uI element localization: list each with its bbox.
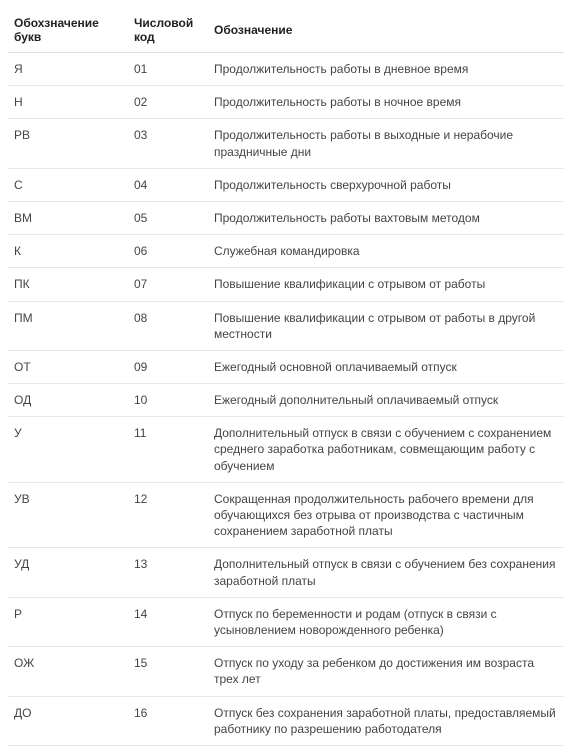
cell-code: 11 bbox=[128, 417, 208, 483]
cell-code: 12 bbox=[128, 482, 208, 548]
cell-code: 03 bbox=[128, 119, 208, 168]
table-row: ДО16Отпуск без сохранения заработной пла… bbox=[8, 696, 564, 745]
cell-letter: ОЖ bbox=[8, 647, 128, 696]
cell-desc: Служебная командировка bbox=[208, 235, 564, 268]
cell-desc: Сокращенная продолжительность рабочего в… bbox=[208, 482, 564, 548]
table-row: Я01Продолжительность работы в дневное вр… bbox=[8, 53, 564, 86]
cell-desc: Ежегодный дополнительный оплачиваемый от… bbox=[208, 384, 564, 417]
table-body: Я01Продолжительность работы в дневное вр… bbox=[8, 53, 564, 746]
cell-letter: Н bbox=[8, 86, 128, 119]
cell-code: 16 bbox=[128, 696, 208, 745]
cell-letter: Р bbox=[8, 597, 128, 646]
table-row: К06Служебная командировка bbox=[8, 235, 564, 268]
cell-desc: Дополнительный отпуск в связи с обучение… bbox=[208, 417, 564, 483]
table-row: ПМ08Повышение квалификации с отрывом от … bbox=[8, 301, 564, 350]
cell-desc: Повышение квалификации с отрывом от рабо… bbox=[208, 301, 564, 350]
cell-letter: ВМ bbox=[8, 201, 128, 234]
cell-desc: Продолжительность сверхурочной работы bbox=[208, 168, 564, 201]
cell-code: 14 bbox=[128, 597, 208, 646]
cell-letter: ОД bbox=[8, 384, 128, 417]
table-row: Н02Продолжительность работы в ночное вре… bbox=[8, 86, 564, 119]
cell-code: 06 bbox=[128, 235, 208, 268]
table-row: С04Продолжительность сверхурочной работы bbox=[8, 168, 564, 201]
cell-desc: Продолжительность работы вахтовым методо… bbox=[208, 201, 564, 234]
table-row: УВ12Сокращенная продолжительность рабоче… bbox=[8, 482, 564, 548]
col-header-code: Числовой код bbox=[128, 8, 208, 53]
cell-desc: Повышение квалификации с отрывом от рабо… bbox=[208, 268, 564, 301]
cell-letter: ПМ bbox=[8, 301, 128, 350]
cell-desc: Ежегодный основной оплачиваемый отпуск bbox=[208, 350, 564, 383]
table-row: ОТ09Ежегодный основной оплачиваемый отпу… bbox=[8, 350, 564, 383]
cell-desc: Отпуск по уходу за ребенком до достижени… bbox=[208, 647, 564, 696]
table-row: ОД10Ежегодный дополнительный оплачиваемы… bbox=[8, 384, 564, 417]
cell-letter: РВ bbox=[8, 119, 128, 168]
table-row: У11Дополнительный отпуск в связи с обуче… bbox=[8, 417, 564, 483]
table-row: ПК07Повышение квалификации с отрывом от … bbox=[8, 268, 564, 301]
cell-letter: У bbox=[8, 417, 128, 483]
cell-code: 04 bbox=[128, 168, 208, 201]
cell-letter: С bbox=[8, 168, 128, 201]
cell-desc: Отпуск по беременности и родам (отпуск в… bbox=[208, 597, 564, 646]
table-row: ВМ05Продолжительность работы вахтовым ме… bbox=[8, 201, 564, 234]
cell-letter: ПК bbox=[8, 268, 128, 301]
table-row: Р14Отпуск по беременности и родам (отпус… bbox=[8, 597, 564, 646]
table-row: РВ03Продолжительность работы в выходные … bbox=[8, 119, 564, 168]
cell-code: 05 bbox=[128, 201, 208, 234]
cell-code: 15 bbox=[128, 647, 208, 696]
cell-code: 07 bbox=[128, 268, 208, 301]
table-header-row: Обохзначение букв Числовой код Обозначен… bbox=[8, 8, 564, 53]
cell-code: 02 bbox=[128, 86, 208, 119]
cell-code: 13 bbox=[128, 548, 208, 597]
col-header-desc: Обозначение bbox=[208, 8, 564, 53]
cell-letter: Я bbox=[8, 53, 128, 86]
cell-desc: Продолжительность работы в дневное время bbox=[208, 53, 564, 86]
cell-desc: Дополнительный отпуск в связи с обучение… bbox=[208, 548, 564, 597]
cell-desc: Отпуск без сохранения заработной платы, … bbox=[208, 696, 564, 745]
cell-code: 01 bbox=[128, 53, 208, 86]
cell-letter: УВ bbox=[8, 482, 128, 548]
cell-code: 10 bbox=[128, 384, 208, 417]
cell-code: 08 bbox=[128, 301, 208, 350]
cell-desc: Продолжительность работы в ночное время bbox=[208, 86, 564, 119]
cell-letter: УД bbox=[8, 548, 128, 597]
col-header-letter: Обохзначение букв bbox=[8, 8, 128, 53]
cell-letter: ДО bbox=[8, 696, 128, 745]
table-row: ОЖ15Отпуск по уходу за ребенком до дости… bbox=[8, 647, 564, 696]
cell-code: 09 bbox=[128, 350, 208, 383]
cell-letter: ОТ bbox=[8, 350, 128, 383]
table-row: УД13Дополнительный отпуск в связи с обуч… bbox=[8, 548, 564, 597]
cell-letter: К bbox=[8, 235, 128, 268]
codes-table: Обохзначение букв Числовой код Обозначен… bbox=[8, 8, 564, 746]
cell-desc: Продолжительность работы в выходные и не… bbox=[208, 119, 564, 168]
